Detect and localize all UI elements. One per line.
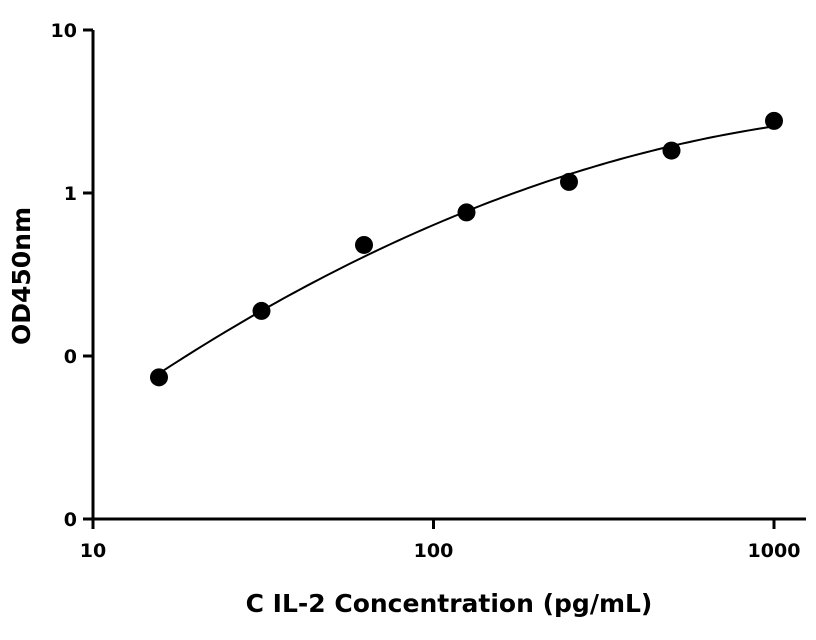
x-axis-label: C IL-2 Concentration (pg/mL) — [246, 589, 653, 618]
y-tick-label: 1 — [64, 183, 77, 205]
data-point — [457, 203, 476, 222]
x-tick-label: 10 — [80, 540, 106, 562]
y-axis-label: OD450nm — [7, 207, 36, 345]
data-point — [354, 235, 373, 254]
data-point — [662, 141, 681, 160]
data-point — [149, 368, 168, 387]
y-tick-label: 0 — [64, 346, 77, 368]
data-point — [765, 111, 783, 130]
y-tick-label: 10 — [51, 20, 77, 42]
data-points — [149, 111, 783, 387]
x-tick-label: 100 — [414, 540, 454, 562]
data-point — [252, 301, 271, 320]
y-tick-label: 0 — [64, 509, 77, 531]
fit-curve — [158, 125, 775, 375]
data-point — [559, 172, 578, 191]
y-axis-ticks: 0 0 1 10 — [51, 20, 93, 531]
x-tick-label: 1000 — [748, 540, 801, 562]
x-axis-ticks: 10 100 1000 — [80, 519, 801, 562]
